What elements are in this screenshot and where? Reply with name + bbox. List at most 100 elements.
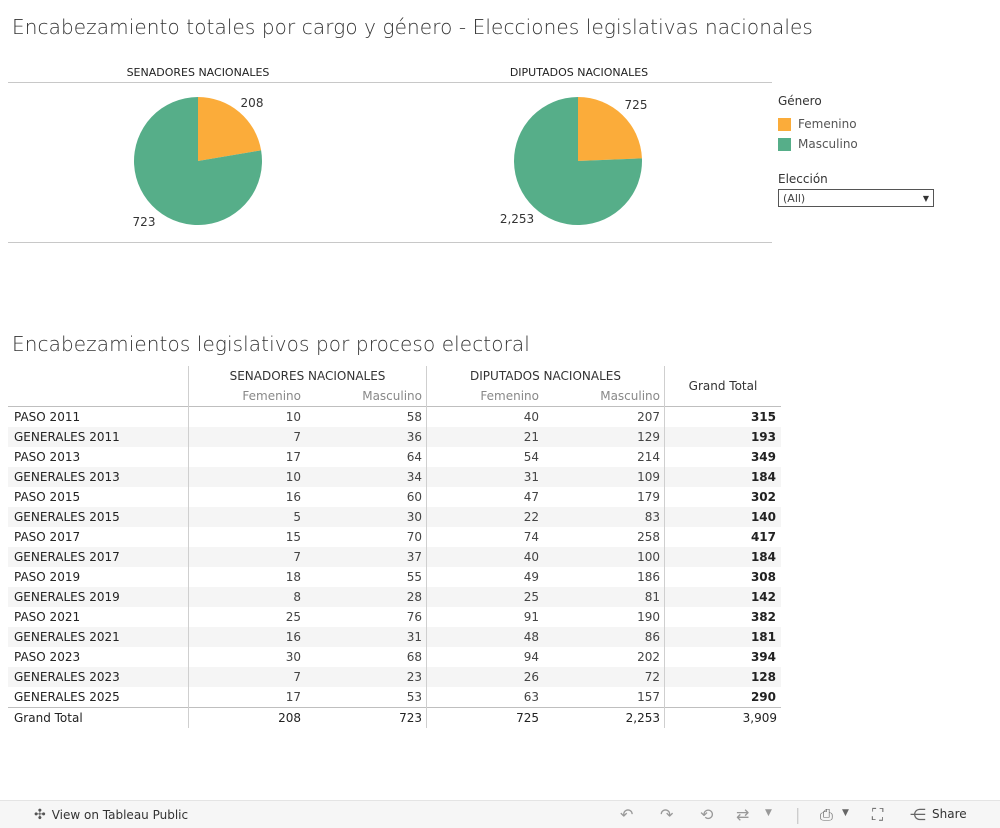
table-cell: 10	[188, 467, 305, 487]
row-grand-total: 302	[664, 487, 781, 507]
table-cell: 31	[305, 627, 427, 647]
table-cell: 94	[426, 647, 543, 667]
row-label: GENERALES 2019	[8, 587, 189, 607]
table-cell: 5	[188, 507, 305, 527]
row-label: GENERALES 2023	[8, 667, 189, 687]
table-cell: 64	[406, 450, 422, 464]
col-group-senadores: SENADORES NACIONALES	[188, 366, 427, 386]
table-cell: 81	[543, 587, 665, 607]
filter-label: Elección	[778, 172, 828, 186]
table-cell: 91	[426, 607, 543, 627]
revert-icon[interactable]: ⟲	[700, 805, 714, 824]
view-on-tableau-link[interactable]: ✣ View on Tableau Public	[34, 807, 188, 823]
table-row[interactable]: GENERALES 2025 17 53 63 157 290	[8, 687, 781, 708]
table-cell: 8	[188, 587, 305, 607]
row-grand-total: 140	[664, 507, 781, 527]
gender-legend: Género Femenino Masculino	[778, 94, 858, 154]
download-menu-caret-icon[interactable]: ▼	[842, 808, 849, 818]
table-cell: 54	[426, 447, 543, 467]
table-cell: 68	[406, 650, 422, 664]
table-cell: 31	[426, 467, 543, 487]
table-row[interactable]: GENERALES 2021 16 31 48 86 181	[8, 627, 781, 647]
legend-label-masculino: Masculino	[798, 137, 858, 151]
row-label: PASO 2019	[14, 570, 81, 584]
table-cell: 23	[305, 667, 427, 687]
table-row[interactable]: GENERALES 2019 8 28 25 81 142	[8, 587, 781, 607]
table-cell: 26	[426, 667, 543, 687]
table-cell: 214	[637, 450, 660, 464]
table-cell: 70	[406, 530, 422, 544]
corner-cell-2	[8, 386, 189, 407]
table-row[interactable]: PASO 2019 18 55 49 186 308	[8, 567, 781, 587]
table-row[interactable]: PASO 2021 25 76 91 190 382	[8, 607, 781, 627]
table-row[interactable]: GENERALES 2023 7 23 26 72 128	[8, 667, 781, 687]
table-row[interactable]: GENERALES 2017 7 37 40 100 184	[8, 547, 781, 567]
table-cell: 7	[188, 547, 305, 567]
legend-label-femenino: Femenino	[798, 117, 857, 131]
table-cell: 25	[426, 587, 543, 607]
sub-col-dip-masc: Masculino	[600, 389, 660, 403]
download-icon[interactable]: ⎙	[820, 805, 833, 824]
legend-swatch-femenino	[778, 117, 791, 131]
row-label: PASO 2015	[14, 490, 81, 504]
table-row[interactable]: PASO 2013 17 64 54 214 349	[8, 447, 781, 467]
table-cell: 74	[426, 527, 543, 547]
redo-icon[interactable]: ↷	[660, 805, 674, 824]
row-grand-total: 308	[664, 567, 781, 587]
table-row[interactable]: PASO 2015 16 60 47 179 302	[8, 487, 781, 507]
table-cell: 58	[406, 410, 422, 424]
chart-top-divider	[8, 82, 772, 83]
table-cell: 21	[426, 427, 543, 447]
legend-title: Género	[778, 94, 822, 108]
pie-senadores[interactable]: 208 723	[133, 96, 264, 229]
share-label[interactable]: Share	[932, 807, 967, 821]
pie-slice-masculino[interactable]	[134, 97, 262, 225]
undo-icon[interactable]: ↶	[620, 805, 634, 824]
eleccion-select[interactable]: (All) ▼	[778, 189, 934, 207]
table-cell: 53	[406, 690, 422, 704]
share-icon[interactable]: ⋲	[910, 805, 926, 824]
refresh-menu-caret-icon[interactable]: ▼	[765, 808, 772, 818]
col-group-diputados: DIPUTADOS NACIONALES	[426, 366, 665, 386]
table-cell: 28	[305, 587, 427, 607]
table-cell: 47	[426, 487, 543, 507]
view-on-tableau-label: View on Tableau Public	[51, 808, 189, 822]
sub-col-dip-fem: Femenino	[426, 386, 543, 407]
table-row[interactable]: PASO 2017 15 70 74 258 417	[8, 527, 781, 547]
row-grand-total: 184	[664, 467, 781, 487]
row-label: PASO 2011	[14, 410, 81, 424]
table-row[interactable]: PASO 2023 30 68 94 202 394	[8, 647, 781, 667]
pie-slice-femenino[interactable]	[198, 97, 262, 161]
table-cell: 36	[305, 427, 427, 447]
dropdown-caret-icon: ▼	[922, 193, 929, 203]
pie-diputados[interactable]: 725 2,253	[500, 97, 648, 226]
legend-item-masculino[interactable]: Masculino	[778, 134, 858, 154]
table-row[interactable]: PASO 2011 10 58 40 207 315	[8, 406, 781, 427]
fullscreen-icon[interactable]: ⛶	[872, 805, 884, 824]
row-label: PASO 2013	[14, 450, 81, 464]
total-row-label: Grand Total	[8, 707, 189, 728]
refresh-icon[interactable]: ⇄	[736, 805, 750, 824]
row-grand-total: 315	[664, 406, 781, 427]
pie-slice-femenino[interactable]	[578, 97, 642, 161]
table-row[interactable]: GENERALES 2015 5 30 22 83 140	[8, 507, 781, 527]
filter-value: (All)	[783, 191, 806, 205]
dashboard-title: Encabezamiento totales por cargo y géner…	[12, 15, 813, 39]
table-cell: 202	[637, 650, 660, 664]
row-grand-total: 349	[664, 447, 781, 467]
row-grand-total: 290	[664, 687, 781, 708]
chart-bottom-divider	[8, 242, 772, 243]
toolbar-divider: |	[795, 805, 801, 824]
table-cell: 7	[188, 427, 305, 447]
legend-item-femenino[interactable]: Femenino	[778, 114, 858, 134]
pie-slice-masculino[interactable]	[514, 97, 642, 225]
pie-data-label: 723	[133, 215, 156, 229]
table-cell: 76	[406, 610, 422, 624]
table-cell: 22	[426, 507, 543, 527]
sub-col-sen-masc: Masculino	[362, 389, 422, 403]
table-row[interactable]: GENERALES 2011 7 36 21 129 193	[8, 427, 781, 447]
table-row[interactable]: GENERALES 2013 10 34 31 109 184	[8, 467, 781, 487]
table-cell: 30	[188, 647, 305, 667]
row-grand-total: 193	[664, 427, 781, 447]
table-title: Encabezamientos legislativos por proceso…	[12, 332, 530, 356]
